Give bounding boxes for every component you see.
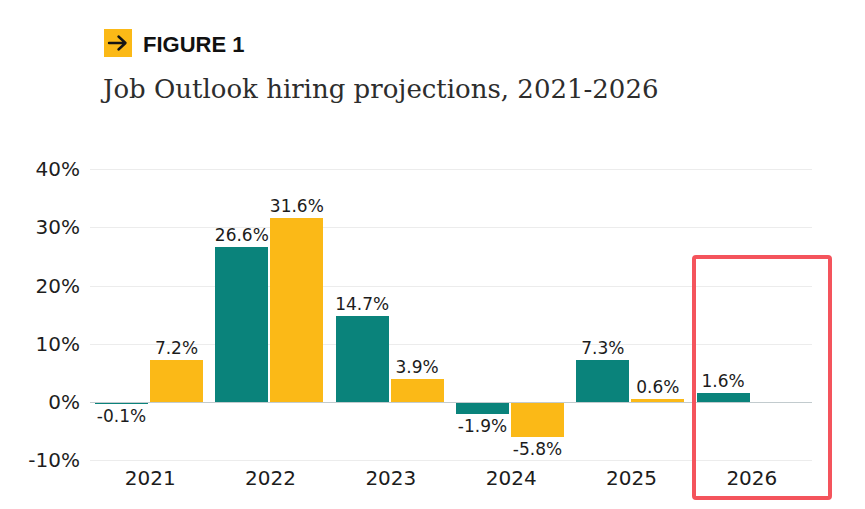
bar-2021-teal-series (95, 403, 148, 404)
bar-2022-yellow-series (270, 218, 323, 402)
x-axis-label-2021: 2021 (100, 466, 200, 490)
y-axis-label-40%: 40% (14, 157, 80, 181)
y-axis-label-20%: 20% (14, 274, 80, 298)
x-axis-label-2026: 2026 (702, 466, 802, 490)
y-axis-label--10%: -10% (14, 448, 80, 472)
y-axis-label-10%: 10% (14, 332, 80, 356)
gridline-40% (90, 169, 812, 170)
bar-2023-yellow-series (391, 379, 444, 402)
x-axis-label-2025: 2025 (582, 466, 682, 490)
x-axis-label-2022: 2022 (221, 466, 321, 490)
right-arrow-icon (104, 29, 132, 57)
bar-value-label-2024-yellow-series: -5.8% (493, 439, 583, 459)
bar-value-label-2025-yellow-series: 0.6% (613, 377, 703, 397)
figure-label: FIGURE 1 (143, 32, 244, 60)
bar-2022-teal-series (215, 247, 268, 402)
chart-title: Job Outlook hiring projections, 2021-202… (103, 74, 658, 104)
figure-page: FIGURE 1 Job Outlook hiring projections,… (0, 0, 865, 509)
bar-2025-yellow-series (631, 399, 684, 402)
highlight-box-2026 (692, 255, 832, 500)
y-axis-label-0%: 0% (14, 390, 80, 414)
bar-2021-yellow-series (150, 360, 203, 402)
x-axis-label-2024: 2024 (461, 466, 561, 490)
bar-value-label-2021-yellow-series: 7.2% (132, 338, 222, 358)
bar-value-label-2023-teal-series: 14.7% (317, 294, 407, 314)
x-axis-label-2023: 2023 (341, 466, 441, 490)
bar-value-label-2021-teal-series: -0.1% (77, 406, 167, 426)
figure-badge (104, 29, 132, 57)
bar-value-label-2023-yellow-series: 3.9% (372, 357, 462, 377)
bar-value-label-2022-yellow-series: 31.6% (252, 196, 342, 216)
bar-value-label-2025-teal-series: 7.3% (558, 338, 648, 358)
bar-2024-yellow-series (511, 403, 564, 437)
y-axis-label-30%: 30% (14, 215, 80, 239)
bar-2024-teal-series (456, 403, 509, 414)
